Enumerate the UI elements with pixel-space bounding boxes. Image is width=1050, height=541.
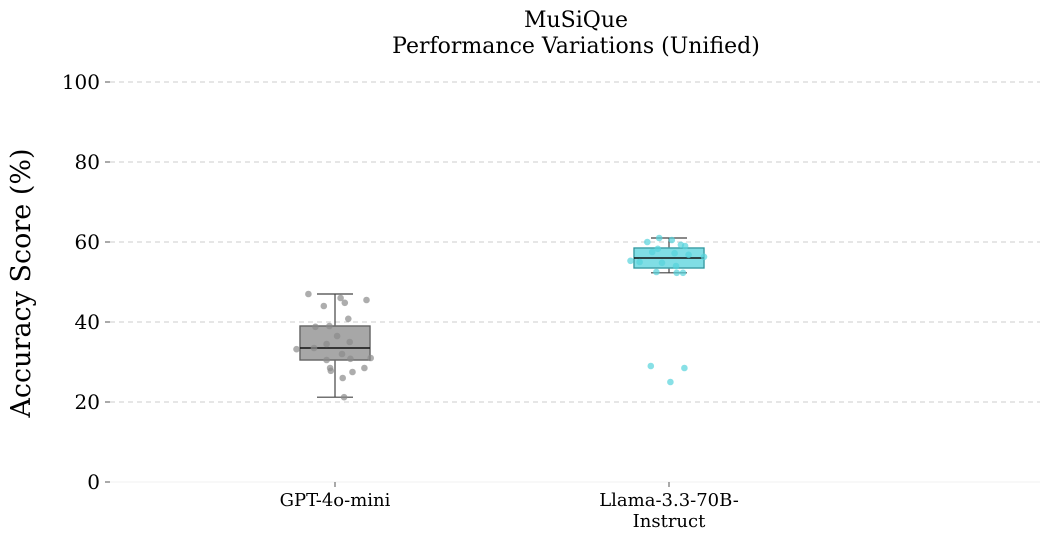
box-outline xyxy=(299,325,371,361)
data-point xyxy=(367,354,375,362)
data-point xyxy=(681,364,688,372)
data-point xyxy=(655,234,663,242)
data-point xyxy=(305,290,312,298)
y-tick-label: 100 xyxy=(62,70,100,94)
data-point xyxy=(654,245,662,253)
data-point xyxy=(346,338,354,346)
data-point xyxy=(339,374,347,382)
y-tick-label: 80 xyxy=(75,150,100,174)
data-point xyxy=(293,345,300,353)
data-point xyxy=(327,367,335,375)
data-point xyxy=(653,268,660,276)
data-point xyxy=(644,238,651,246)
data-point xyxy=(347,355,354,363)
data-point xyxy=(672,262,680,270)
y-axis-label: Accuracy Score (%) xyxy=(6,148,37,418)
boxes xyxy=(299,237,705,398)
data-point xyxy=(647,362,655,370)
data-point xyxy=(341,299,349,307)
data-point xyxy=(320,302,328,310)
x-tick-label: Llama-3.3-70B- xyxy=(599,490,739,511)
data-point xyxy=(361,364,368,372)
data-point xyxy=(338,350,346,358)
data-point xyxy=(685,251,692,259)
data-point xyxy=(671,249,678,257)
data-point xyxy=(700,253,708,261)
data-point xyxy=(679,269,687,277)
data-point xyxy=(310,344,318,352)
data-point xyxy=(648,248,656,256)
y-tick-label: 60 xyxy=(75,230,100,254)
data-point xyxy=(681,242,689,250)
data-point xyxy=(668,236,676,244)
data-point xyxy=(340,393,348,401)
x-tick-label: GPT-4o-mini xyxy=(280,490,391,511)
data-point xyxy=(658,259,666,267)
y-axis: 0 20 40 60 80 100 xyxy=(62,70,110,494)
data-point xyxy=(345,315,352,323)
data-point xyxy=(337,294,344,302)
x-tick-label: Instruct xyxy=(633,511,706,532)
box-0 xyxy=(299,293,371,398)
chart-subtitle: Performance Variations (Unified) xyxy=(392,34,760,59)
grid-lines xyxy=(110,81,1040,483)
data-point xyxy=(636,258,643,266)
data-point xyxy=(323,356,330,364)
data-point xyxy=(667,378,674,386)
data-point xyxy=(333,332,341,340)
y-tick-label: 40 xyxy=(75,310,100,334)
box-iqr xyxy=(299,325,371,361)
y-tick-label: 20 xyxy=(75,390,100,414)
x-axis: GPT-4o-mini Llama-3.3-70B-Instruct xyxy=(280,482,739,532)
data-point xyxy=(363,296,370,304)
data-point xyxy=(349,368,356,376)
data-point xyxy=(323,340,330,348)
chart-title: MuSiQue xyxy=(524,8,628,33)
data-point xyxy=(673,269,680,277)
y-tick-label: 0 xyxy=(87,470,100,494)
data-point xyxy=(627,257,634,265)
data-point xyxy=(326,322,333,330)
data-points xyxy=(293,234,708,401)
data-point xyxy=(312,323,319,331)
